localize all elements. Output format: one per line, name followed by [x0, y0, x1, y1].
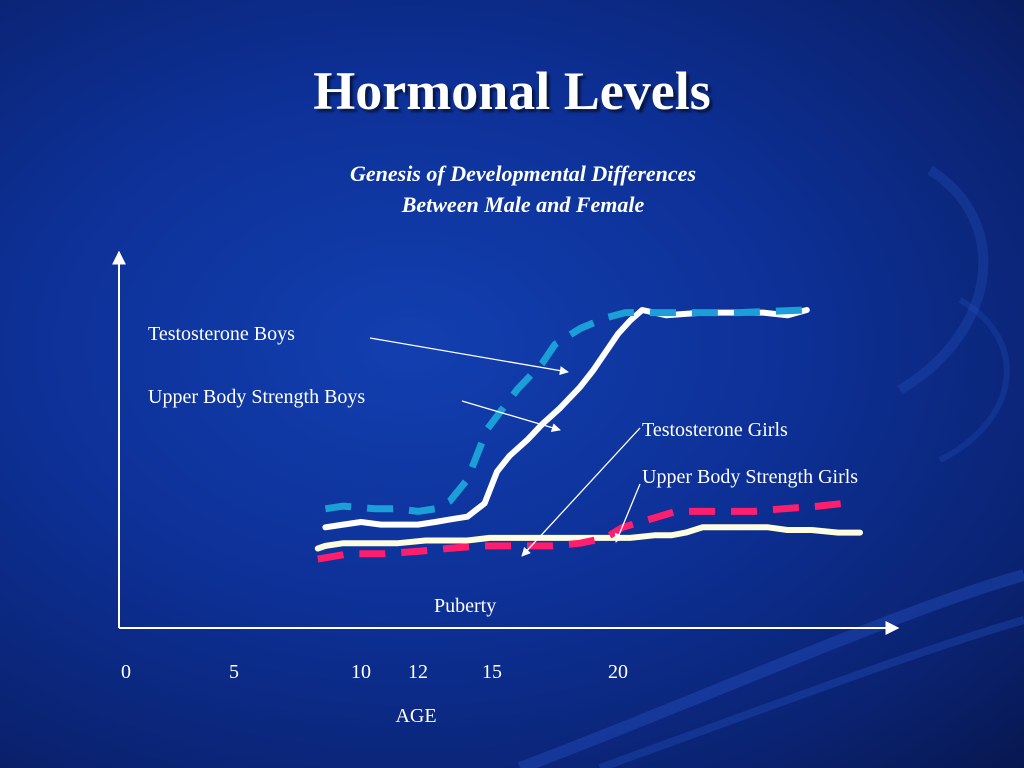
arrow-upper-body-strength-girls: [614, 483, 641, 543]
x-tick-label-0: 0: [121, 661, 131, 683]
x-tick-label-12: 12: [408, 661, 428, 683]
slide-title: Hormonal Levels: [313, 61, 711, 121]
label-puberty: Puberty: [434, 595, 496, 617]
label-testosterone-boys: Testosterone Boys: [148, 323, 295, 345]
label-upper-body-strength-girls: Upper Body Strength Girls: [642, 466, 858, 488]
series-line-testosterone-girls: [314, 524, 863, 552]
arrow-testosterone-boys: [369, 337, 569, 376]
arrow-testosterone-girls: [521, 427, 641, 557]
series-line-upper-body-strength-boys: [322, 307, 810, 531]
label-testosterone-girls: Testosterone Girls: [642, 419, 788, 441]
slide-subtitle-line2: Between Male and Female: [401, 192, 645, 217]
x-tick-label-20: 20: [608, 661, 628, 683]
series-line-testosterone-boys: [324, 306, 805, 515]
series-line-upper-body-strength-girls: [317, 499, 844, 563]
slide-subtitle-line1: Genesis of Developmental Differences: [349, 161, 697, 186]
x-tick-label-15: 15: [482, 661, 502, 683]
x-tick-label-5: 5: [229, 661, 239, 683]
label-upper-body-strength-boys: Upper Body Strength Boys: [148, 386, 365, 408]
x-axis-title: AGE: [395, 705, 436, 727]
x-tick-label-10: 10: [351, 661, 371, 683]
arrow-upper-body-strength-boys: [461, 400, 561, 433]
